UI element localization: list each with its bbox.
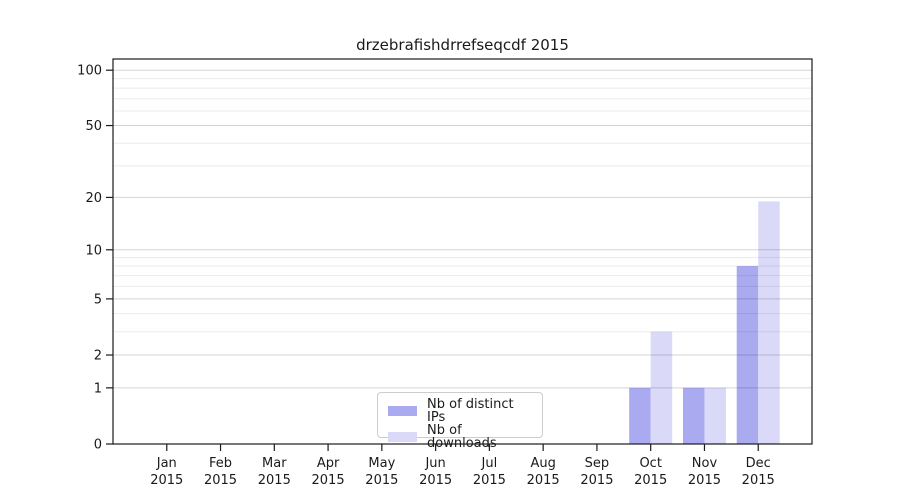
legend: Nb of distinct IPs Nb of downloads: [377, 392, 543, 450]
x-tick-label-may: May: [368, 456, 395, 471]
x-tick-sublabel-sep: 2015: [580, 473, 613, 488]
y-tick-label-100: 100: [77, 64, 102, 79]
x-tick-label-jun: Jun: [424, 456, 445, 471]
x-tick-label-jan: Jan: [156, 456, 177, 471]
y-tick-label-20: 20: [85, 191, 102, 206]
x-tick-sublabel-nov: 2015: [688, 473, 721, 488]
x-tick-sublabel-jan: 2015: [150, 473, 183, 488]
bar-oct-nb-of-distinct-ips: [629, 387, 651, 444]
y-tick-label-1: 1: [94, 381, 102, 396]
x-tick-label-oct: Oct: [639, 456, 661, 471]
x-tick-label-aug: Aug: [530, 456, 555, 471]
legend-label-distinct-ips: Nb of distinct IPs: [427, 397, 514, 425]
y-tick-label-5: 5: [94, 292, 102, 307]
x-tick-sublabel-oct: 2015: [634, 473, 667, 488]
x-tick-sublabel-mar: 2015: [258, 473, 291, 488]
x-tick-label-apr: Apr: [317, 456, 340, 471]
y-tick-label-10: 10: [85, 243, 102, 258]
x-tick-sublabel-aug: 2015: [527, 473, 560, 488]
legend-label-downloads: Nb of downloads: [427, 423, 497, 451]
x-tick-label-nov: Nov: [692, 456, 718, 471]
legend-swatch-distinct-ips: [388, 406, 417, 416]
x-tick-sublabel-jul: 2015: [473, 473, 506, 488]
x-tick-label-sep: Sep: [585, 456, 610, 471]
x-tick-sublabel-feb: 2015: [204, 473, 237, 488]
x-tick-sublabel-jun: 2015: [419, 473, 452, 488]
x-tick-sublabel-apr: 2015: [312, 473, 345, 488]
x-tick-label-feb: Feb: [209, 456, 232, 471]
bar-nov-nb-of-distinct-ips: [682, 387, 705, 444]
plot-box: [112, 58, 813, 445]
chart-title: drzebrafishdrrefseqcdf 2015: [356, 36, 569, 54]
bar-nov-nb-of-downloads: [704, 387, 726, 444]
x-tick-sublabel-dec: 2015: [742, 473, 775, 488]
legend-swatch-downloads: [388, 432, 417, 442]
legend-item-distinct-ips: Nb of distinct IPs: [388, 398, 532, 424]
x-tick-label-jul: Jul: [481, 456, 498, 471]
x-tick-sublabel-may: 2015: [365, 473, 398, 488]
legend-item-downloads: Nb of downloads: [388, 424, 532, 450]
x-tick-label-dec: Dec: [746, 456, 771, 471]
y-tick-label-0: 0: [94, 438, 102, 453]
bar-dec-nb-of-downloads: [758, 201, 780, 444]
y-tick-label-50: 50: [85, 119, 102, 134]
x-tick-label-mar: Mar: [262, 456, 287, 471]
bar-oct-nb-of-downloads: [650, 331, 673, 444]
bar-dec-nb-of-distinct-ips: [736, 266, 759, 444]
y-tick-label-2: 2: [94, 349, 102, 364]
